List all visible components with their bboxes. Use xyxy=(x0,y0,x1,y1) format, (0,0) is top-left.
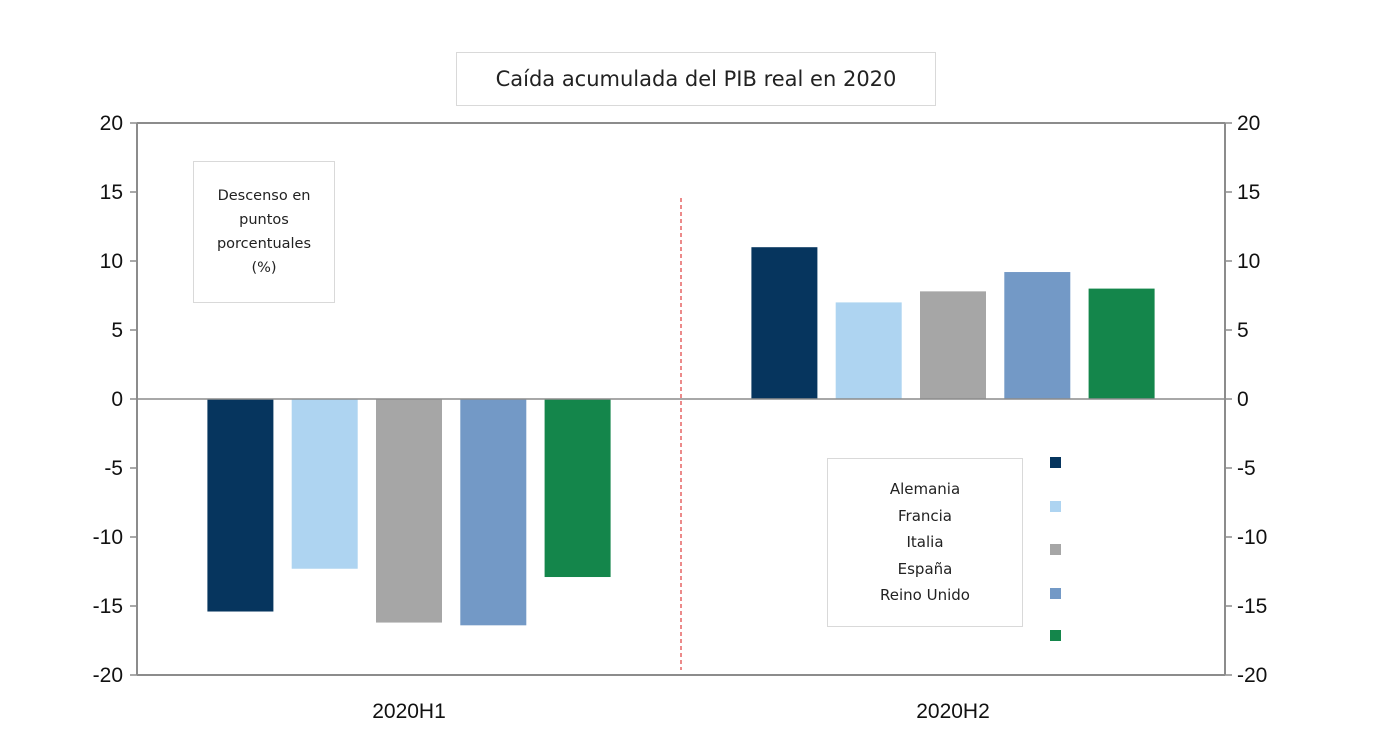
annotation-box: Descenso en puntos porcentuales (%) xyxy=(193,161,335,303)
bar xyxy=(1088,288,1155,399)
y-tick-label-right: -20 xyxy=(1237,664,1267,687)
y-tick-label-right: 0 xyxy=(1237,388,1249,411)
bar xyxy=(460,399,527,626)
legend-marker xyxy=(1050,630,1061,641)
annotation-text: Descenso en puntos porcentuales (%) xyxy=(216,188,312,276)
bar xyxy=(1004,272,1071,399)
bar xyxy=(835,302,902,399)
y-tick-label: 10 xyxy=(100,250,123,273)
legend-marker xyxy=(1050,457,1061,468)
y-tick-label: -5 xyxy=(104,457,123,480)
x-tick-label: 2020H1 xyxy=(372,700,446,723)
legend-label: Francia xyxy=(897,506,952,525)
legend-label: Alemania xyxy=(889,480,961,499)
y-tick-label-right: 15 xyxy=(1237,181,1260,204)
y-tick-label: -20 xyxy=(93,664,123,687)
legend: Alemania Francia Italia España Reino Uni… xyxy=(827,458,1023,627)
legend-marker xyxy=(1050,501,1061,512)
legend-marker xyxy=(1050,588,1061,599)
bar xyxy=(920,291,986,399)
y-tick-label: -15 xyxy=(93,595,123,618)
y-tick-label: 0 xyxy=(111,388,123,411)
y-tick-label-right: -15 xyxy=(1237,595,1267,618)
legend-label: Reino Unido xyxy=(880,586,970,605)
y-tick-label: 15 xyxy=(100,181,123,204)
y-tick-label: 5 xyxy=(111,319,123,342)
bar xyxy=(207,399,274,612)
y-tick-label-right: -5 xyxy=(1237,457,1256,480)
bar xyxy=(291,399,358,569)
y-tick-label-right: -10 xyxy=(1237,526,1267,549)
legend-label: Italia xyxy=(906,533,944,552)
legend-marker xyxy=(1050,544,1061,555)
bar xyxy=(376,399,442,623)
bar xyxy=(751,247,818,399)
chart-title: Caída acumulada del PIB real en 2020 xyxy=(456,52,936,106)
legend-label: España xyxy=(897,559,953,578)
y-tick-label: -10 xyxy=(93,526,123,549)
y-tick-label-right: 10 xyxy=(1237,250,1260,273)
y-tick-label-right: 20 xyxy=(1237,112,1260,135)
y-tick-label-right: 5 xyxy=(1237,319,1249,342)
y-tick-label: 20 xyxy=(100,112,123,135)
bar xyxy=(544,399,611,578)
x-tick-label: 2020H2 xyxy=(916,700,990,723)
